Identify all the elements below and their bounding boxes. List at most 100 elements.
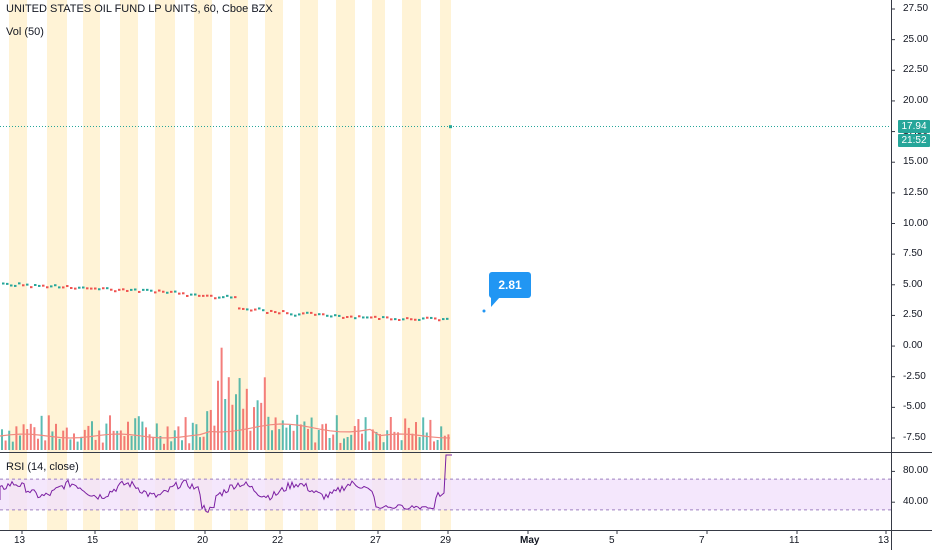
- volume-bar: [33, 427, 36, 450]
- price-candle: [6, 282, 9, 285]
- volume-bar: [425, 432, 428, 450]
- time-tick-label: 22: [272, 535, 284, 546]
- volume-bar: [314, 442, 317, 450]
- volume-bar: [199, 437, 201, 450]
- volume-bar: [375, 431, 378, 450]
- volume-bar: [98, 430, 101, 450]
- price-candle: [238, 307, 241, 310]
- volume-bar: [130, 435, 133, 450]
- volume-bar: [281, 420, 284, 450]
- volume-bar: [8, 430, 11, 450]
- session-band: [372, 0, 385, 530]
- price-tick-label: 2.50: [903, 309, 923, 321]
- price-candle: [326, 314, 329, 317]
- volume-bar: [76, 441, 79, 450]
- volume-bar: [73, 433, 75, 450]
- volume-bar: [256, 400, 259, 450]
- price-candle: [138, 290, 141, 293]
- time-tick-label: 13: [878, 535, 890, 546]
- price-candle: [26, 283, 29, 286]
- volume-bar: [299, 424, 302, 450]
- session-band: [440, 0, 451, 530]
- volume-bar: [335, 415, 338, 450]
- volume-bar: [447, 434, 450, 450]
- price-candle: [70, 287, 73, 290]
- price-candle: [374, 315, 377, 318]
- time-tick-label: May: [520, 535, 540, 546]
- price-candle: [86, 287, 89, 290]
- price-candle: [286, 312, 289, 315]
- volume-bar: [292, 430, 295, 450]
- price-candle: [34, 284, 37, 287]
- volume-bar: [285, 427, 288, 450]
- price-candle: [110, 288, 113, 291]
- price-candle: [94, 287, 97, 290]
- price-candle: [334, 314, 337, 317]
- session-band: [9, 0, 27, 530]
- volume-bar: [145, 427, 147, 450]
- volume-bar: [238, 378, 241, 450]
- volume-bar: [321, 424, 324, 450]
- volume-bar: [51, 431, 54, 450]
- price-callout[interactable]: 2.81: [489, 272, 531, 307]
- rsi-band: [0, 479, 891, 510]
- price-candle: [314, 313, 317, 316]
- volume-bar: [209, 409, 212, 450]
- price-candle: [118, 288, 121, 291]
- price-candle: [446, 317, 449, 320]
- price-candle: [410, 318, 413, 321]
- price-candle: [222, 296, 225, 299]
- price-candle: [66, 285, 69, 288]
- volume-bar: [227, 377, 230, 450]
- volume-bar: [224, 399, 227, 450]
- volume-bar: [191, 422, 194, 450]
- volume-bar: [26, 429, 29, 450]
- volume-bar: [213, 425, 216, 450]
- price-candle: [282, 310, 285, 313]
- price-candle: [358, 315, 361, 318]
- volume-bar: [62, 430, 65, 450]
- volume-bar: [123, 436, 126, 450]
- time-tick-label: 29: [440, 535, 452, 546]
- volume-bar: [253, 407, 255, 450]
- volume-bar: [4, 440, 7, 450]
- price-candle: [330, 315, 333, 318]
- volume-bar: [116, 430, 119, 450]
- price-tick-label: 10.00: [903, 217, 929, 229]
- volume-bar: [429, 419, 432, 450]
- volume-label: Vol (50): [6, 26, 44, 38]
- volume-bar: [152, 437, 155, 450]
- price-candle: [198, 294, 201, 297]
- price-candle: [394, 318, 397, 321]
- price-candle: [186, 294, 189, 297]
- volume-bar: [44, 440, 47, 450]
- volume-bar: [231, 404, 234, 450]
- price-tick-label: 12.50: [903, 186, 929, 198]
- volume-bar: [310, 417, 313, 450]
- price-candle: [162, 290, 165, 293]
- volume-bar: [415, 422, 417, 450]
- price-candle: [406, 317, 409, 320]
- volume-bar: [350, 434, 353, 450]
- session-band: [194, 0, 212, 530]
- price-tick-label: 0.00: [903, 340, 923, 352]
- price-candle: [426, 316, 429, 319]
- price-candle: [106, 287, 109, 290]
- volume-bar: [418, 437, 421, 450]
- rsi-tick-label: 40.00: [903, 496, 929, 508]
- price-candle: [430, 316, 433, 319]
- price-candle: [242, 307, 245, 310]
- volume-bar: [263, 377, 266, 450]
- volume-bar: [29, 423, 32, 450]
- price-candle: [142, 288, 145, 291]
- volume-bar: [127, 421, 129, 450]
- price-candle: [194, 293, 197, 296]
- last-candle: [449, 125, 452, 129]
- volume-bar: [105, 423, 108, 450]
- symbol-title: UNITED STATES OIL FUND LP UNITS, 60, Cbo…: [6, 3, 273, 15]
- volume-bar: [382, 442, 385, 450]
- price-candle: [378, 318, 381, 321]
- price-candle: [306, 311, 309, 314]
